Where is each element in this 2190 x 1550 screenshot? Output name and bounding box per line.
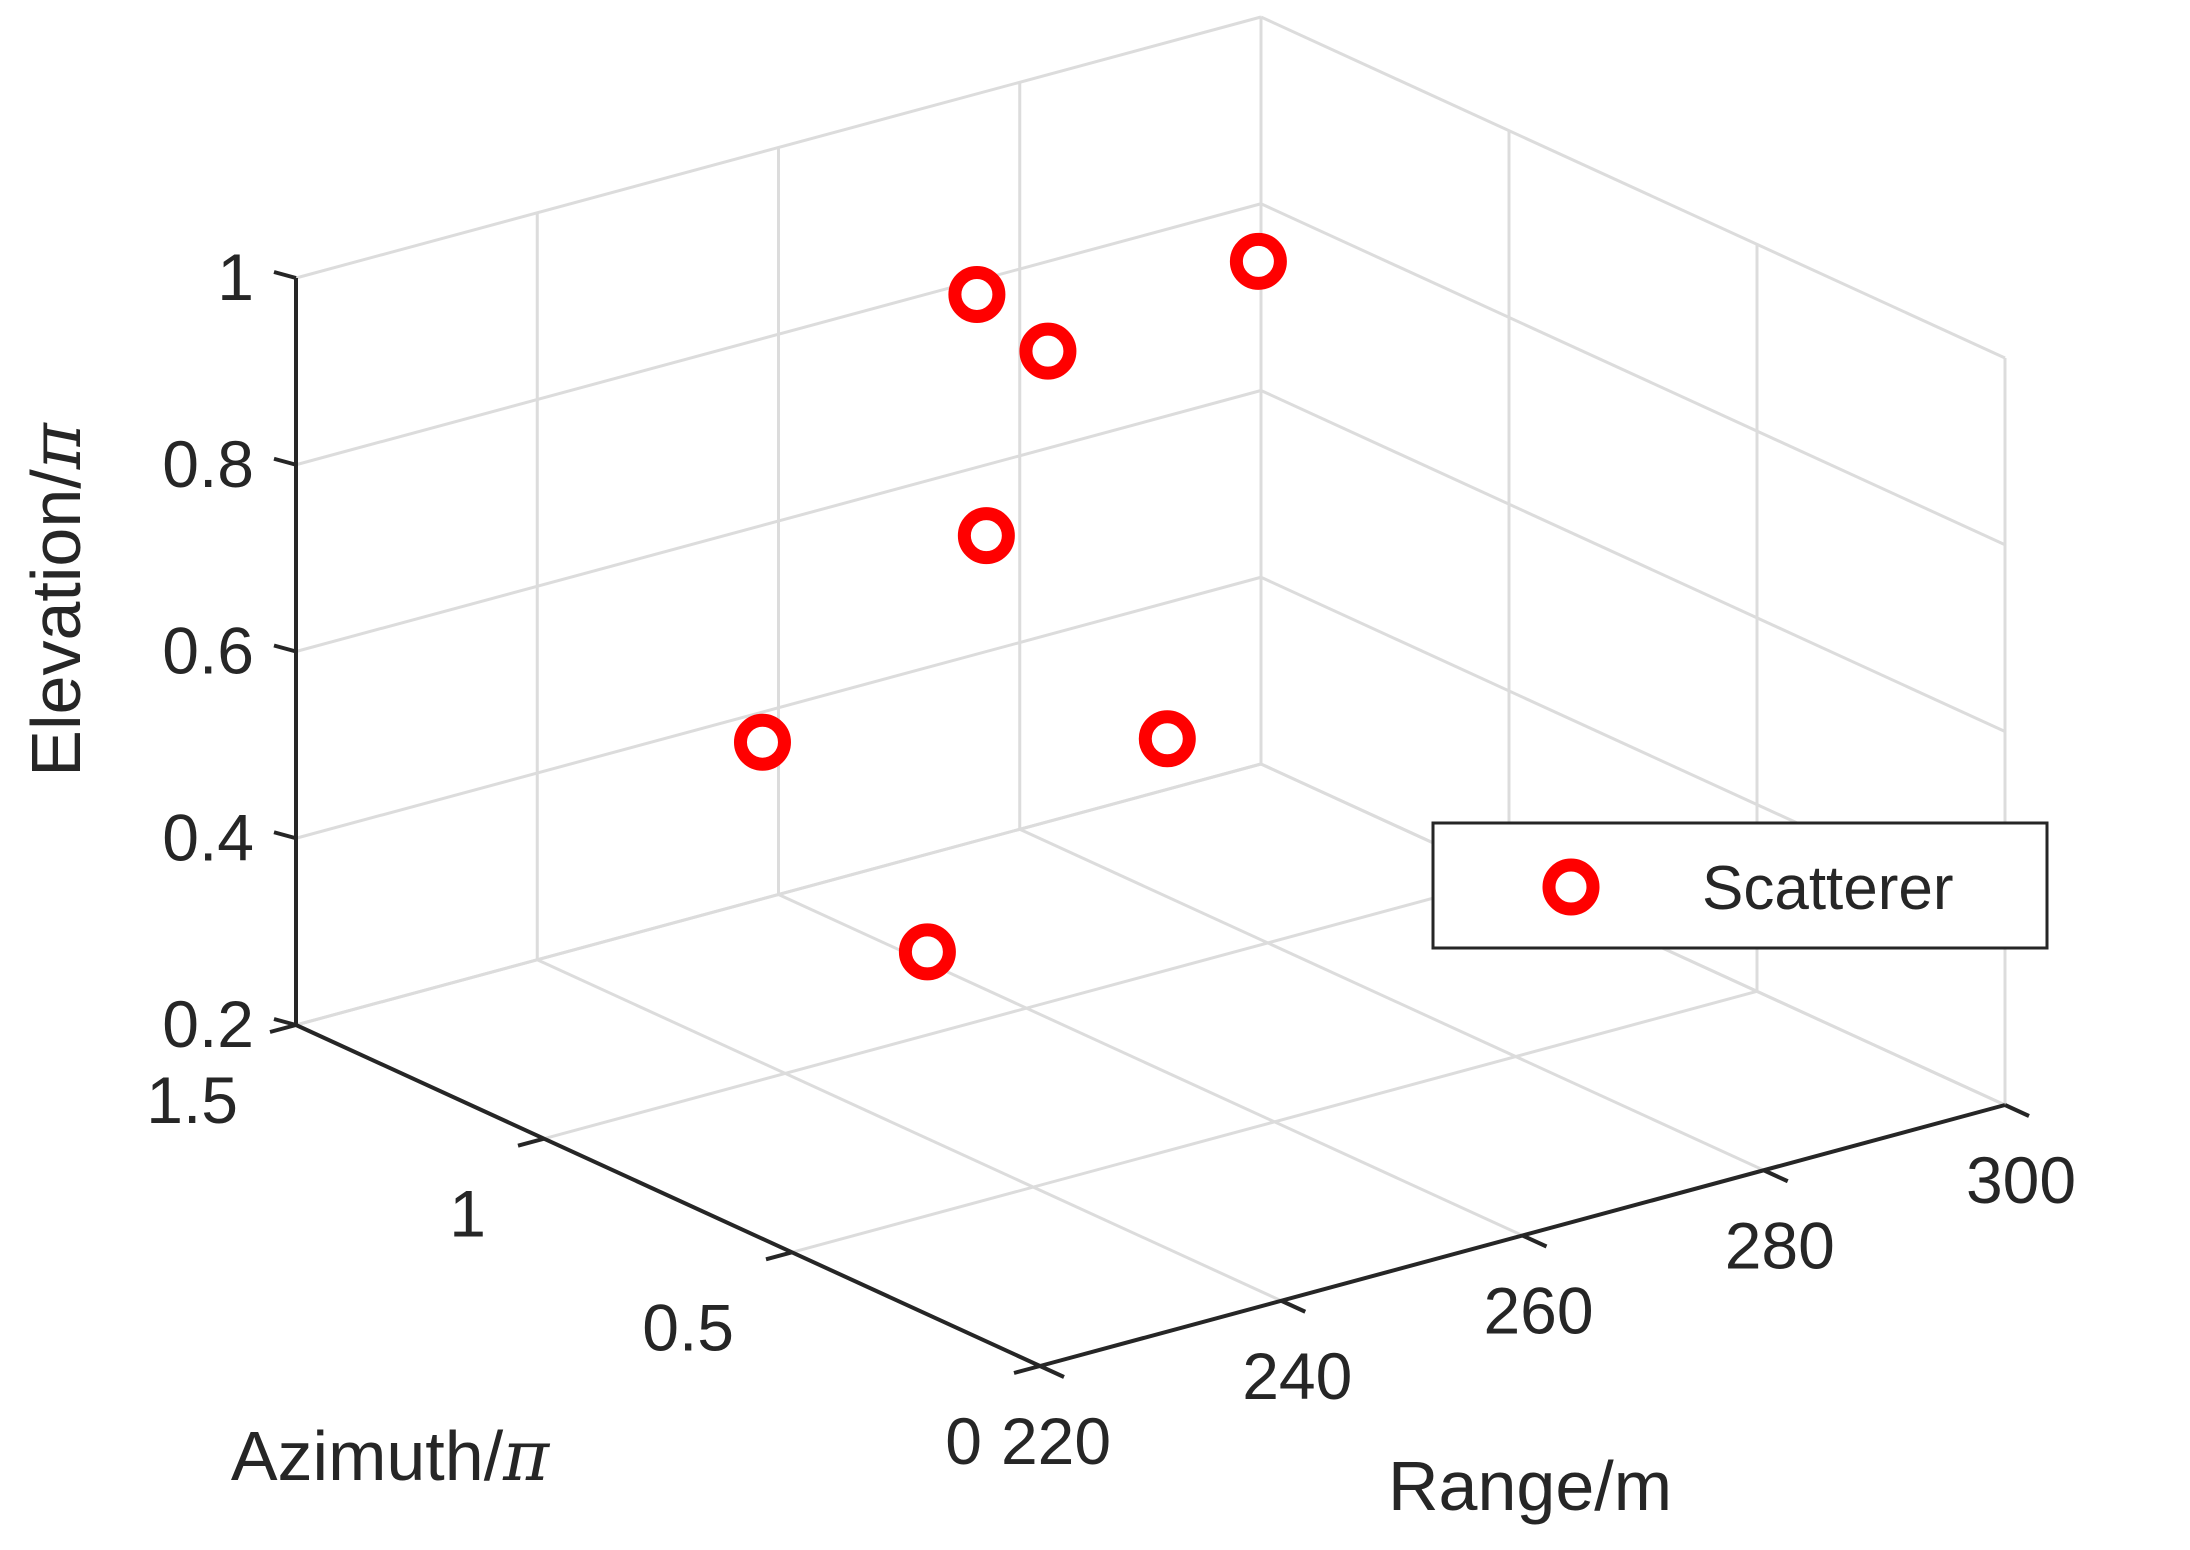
elevation-axis-label: Elevation/π — [15, 421, 97, 776]
azimuth-axis-label-symbol: π — [502, 1415, 551, 1497]
azimuth-tick — [269, 1023, 297, 1034]
azimuth-tick — [765, 1250, 793, 1262]
scatterer-points — [733, 232, 1287, 981]
range-tick-label: 280 — [1725, 1208, 1835, 1282]
range-tick — [2004, 1103, 2030, 1118]
azimuth-tick-label: 1.5 — [146, 1063, 238, 1137]
range-axis-label: Range/m — [1388, 1447, 1672, 1525]
axes — [269, 270, 2030, 1379]
elevation-tick — [273, 643, 297, 654]
scatterer-point — [1229, 232, 1287, 290]
elevation-tick — [273, 830, 297, 841]
elevation-tick-label: 0.4 — [162, 800, 254, 874]
range-tick — [1762, 1168, 1789, 1184]
azimuth-tick-label: 0.5 — [642, 1290, 734, 1364]
elevation-tick — [273, 1017, 297, 1027]
scatterer-point — [948, 265, 1006, 323]
elevation-tick-label: 1 — [217, 240, 254, 314]
azimuth-axis-label-text: Azimuth/ — [231, 1417, 504, 1495]
azimuth-tick — [1013, 1364, 1041, 1375]
grid-line-azimuth-floor — [791, 989, 1758, 1254]
scatterer-point — [733, 713, 791, 771]
elevation-tick — [273, 456, 297, 467]
scatterer-point — [1138, 710, 1196, 768]
grid-line-range-floor — [1019, 827, 1765, 1172]
grid-line-elevation-side — [1260, 389, 2006, 733]
azimuth-axis-label: Azimuth/π — [231, 1415, 551, 1497]
grid-lines — [294, 15, 2007, 1368]
grid-line-elevation-back — [295, 389, 1262, 653]
grid-line-elevation-back — [295, 202, 1262, 467]
range-tick — [1039, 1364, 1065, 1379]
grid-line-azimuth-floor — [543, 876, 1510, 1141]
range-tick — [1521, 1233, 1548, 1249]
grid-line-range-floor — [777, 893, 1524, 1237]
elevation-tick — [273, 270, 297, 280]
elevation-axis-label-text: Elevation/ — [17, 469, 95, 777]
legend-marker — [1542, 858, 1600, 916]
grid-line-range-floor — [536, 958, 1282, 1303]
azimuth-tick-label: 1 — [449, 1177, 486, 1251]
grid-line-elevation-back — [295, 762, 1262, 1027]
scatterer-point — [898, 923, 956, 981]
grid-line-elevation-side — [1260, 202, 2006, 547]
scatterer-point — [1019, 322, 1077, 380]
elevation-tick-label: 0.6 — [162, 614, 254, 688]
elevation-axis-label-symbol: π — [15, 421, 97, 470]
azimuth-axis-line — [295, 1023, 1041, 1368]
elevation-tick-label: 0.2 — [162, 987, 254, 1061]
scatterer-point — [957, 507, 1015, 565]
grid-line-elevation-back — [295, 575, 1262, 840]
tick-labels: 220 240 260 280 300 0 0.5 1 1.50.2 0.4 0.6 0.8 1 — [146, 240, 2076, 1478]
range-tick-label: 300 — [1966, 1143, 2076, 1217]
range-tick — [1280, 1298, 1307, 1314]
range-tick-label: 240 — [1242, 1339, 1352, 1413]
grid-line-elevation-side — [1260, 15, 2006, 360]
range-tick-label: 260 — [1483, 1274, 1593, 1348]
legend: Scatterer — [1431, 821, 2049, 950]
grid-line-elevation-back — [295, 15, 1262, 280]
azimuth-tick — [517, 1136, 545, 1148]
elevation-tick-label: 0.8 — [162, 427, 254, 501]
azimuth-tick-label: 0 — [945, 1404, 982, 1478]
range-tick-label: 220 — [1001, 1404, 1111, 1478]
legend-label: Scatterer — [1702, 854, 1954, 923]
legend-box — [1431, 821, 2049, 950]
